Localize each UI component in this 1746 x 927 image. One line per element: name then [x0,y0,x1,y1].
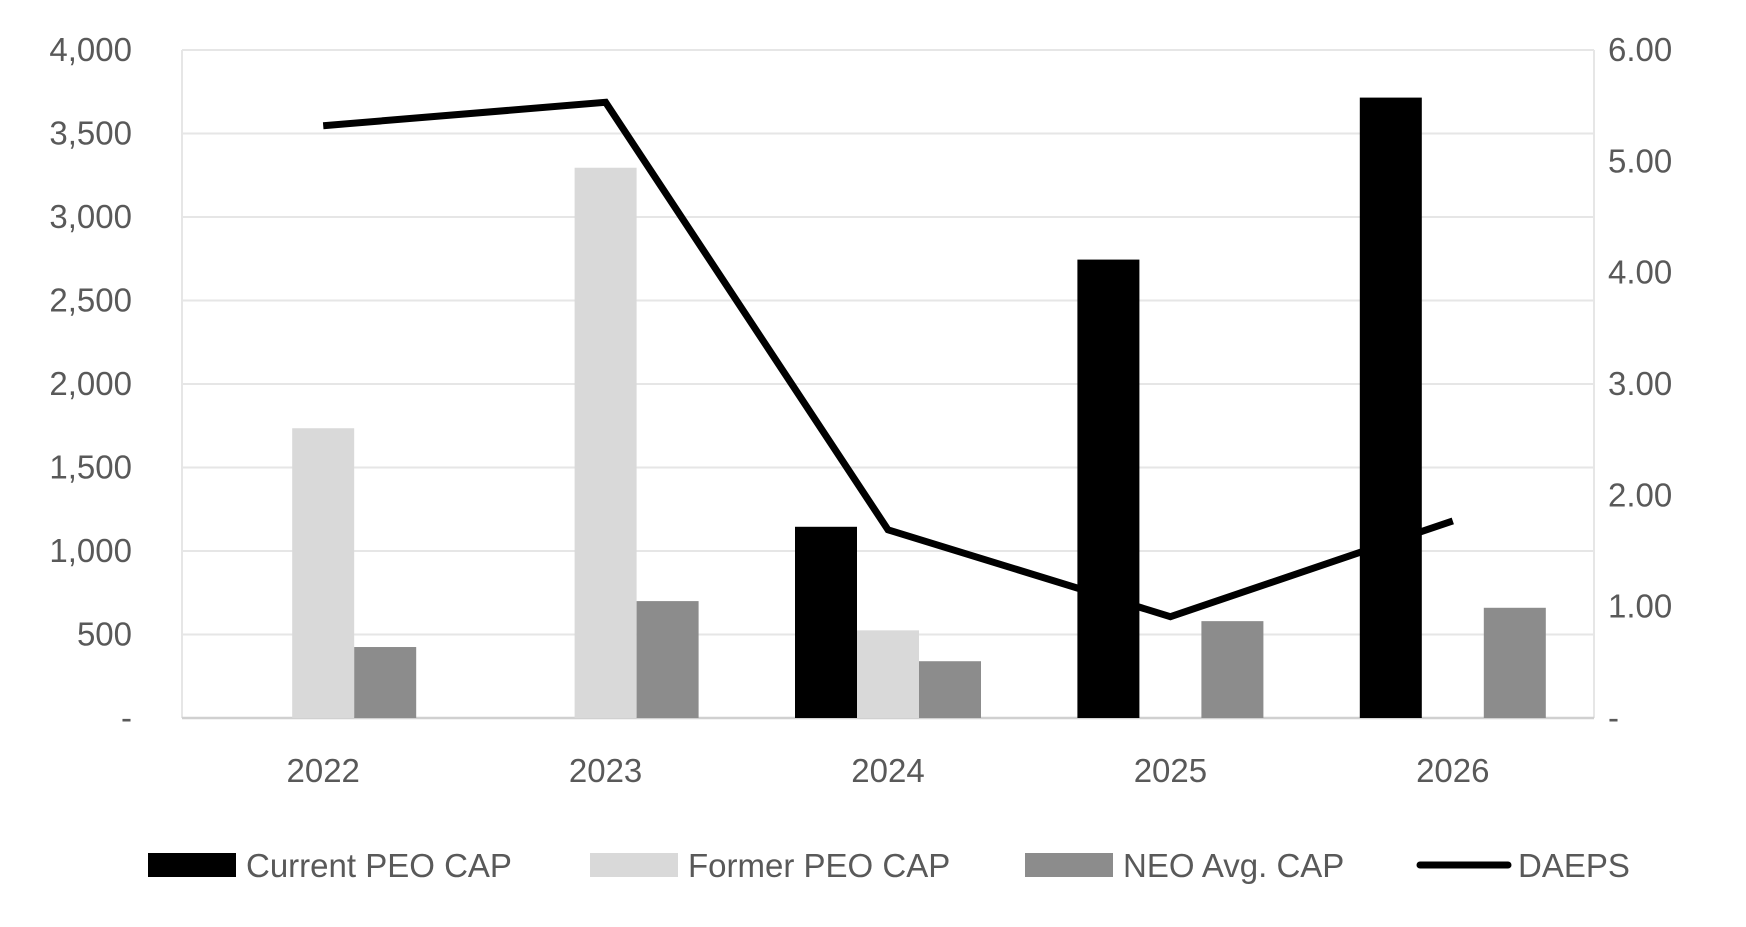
legend: Current PEO CAP Former PEO CAP NEO Avg. CA… [148,847,1630,884]
bar [292,428,355,718]
left-axis-tick-label: 3,500 [49,115,132,152]
left-axis-tick-label: 2,500 [49,282,132,319]
right-axis-tick-label: 1.00 [1608,588,1672,625]
bars [292,97,1546,719]
right-axis-tick-label: - [1608,699,1619,736]
right-axis-tick-label: 6.00 [1608,31,1672,68]
left-axis-tick-label: 3,000 [49,198,132,235]
bar [1483,607,1546,718]
bar [1201,621,1264,718]
x-axis-tick-label: 2025 [1134,752,1207,789]
bar [574,167,637,719]
left-axis-tick-label: - [121,699,132,736]
legend-swatch [148,853,236,877]
bar [919,661,981,718]
x-axis-tick-label: 2023 [569,752,642,789]
legend-swatch [590,853,678,877]
legend-swatch [1025,853,1113,877]
bar [795,526,857,718]
right-axis-tick-label: 3.00 [1608,365,1672,402]
legend-label: NEO Avg. CAP [1123,847,1344,884]
left-axis: - 500 1,000 1,500 2,000 2,500 3,000 3,500 4,000 [49,31,132,736]
bar [1359,97,1422,719]
right-axis-tick-label: 4.00 [1608,254,1672,291]
right-axis-tick-label: 5.00 [1608,142,1672,179]
x-axis-tick-label: 2022 [286,752,359,789]
left-axis-tick-label: 500 [77,616,132,653]
left-axis-tick-label: 4,000 [49,31,132,68]
x-axis-tick-label: 2024 [851,752,924,789]
lines [322,98,1454,621]
right-axis: - 1.00 2.00 3.00 4.00 5.00 6.00 [1608,31,1672,736]
legend-label: DAEPS [1518,847,1630,884]
legend-label: Former PEO CAP [688,847,950,884]
series-line [322,98,1454,621]
left-axis-tick-label: 1,000 [49,532,132,569]
left-axis-tick-label: 2,000 [49,365,132,402]
bar [354,647,417,718]
left-axis-tick-label: 1,500 [49,449,132,486]
bar [1077,259,1140,718]
bar [857,630,919,718]
x-axis: 2022 2023 2024 2025 2026 [286,752,1489,789]
bar [636,601,699,718]
legend-label: Current PEO CAP [246,847,512,884]
right-axis-tick-label: 2.00 [1608,476,1672,513]
x-axis-tick-label: 2026 [1416,752,1489,789]
